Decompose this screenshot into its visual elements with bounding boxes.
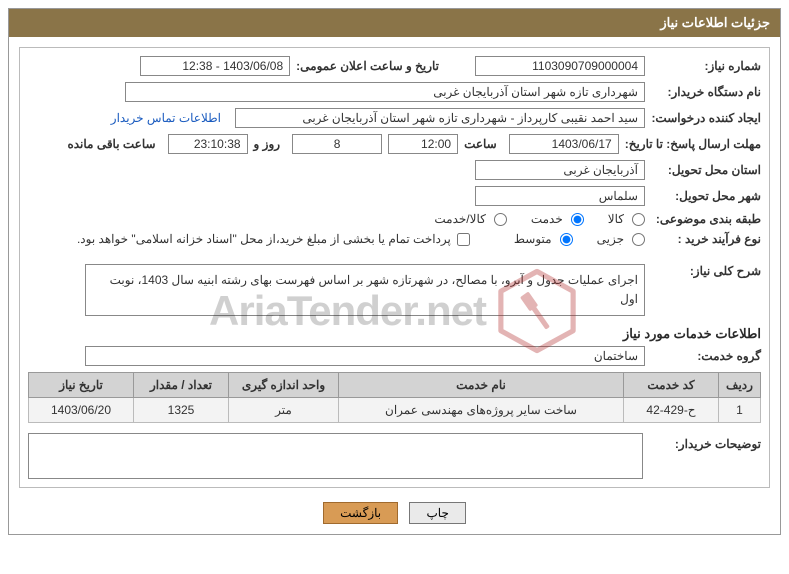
announce-value: 1403/06/08 - 12:38	[140, 56, 290, 76]
th-code: کد خدمت	[624, 373, 719, 398]
row-buyer-notes: توضیحات خریدار:	[28, 433, 761, 479]
th-name: نام خدمت	[339, 373, 624, 398]
need-no-value: 1103090709000004	[475, 56, 645, 76]
td-name: ساخت سایر پروژه‌های مهندسی عمران	[339, 398, 624, 423]
desc-value: اجرای عملیات جدول و آبرو، با مصالح، در ش…	[85, 264, 645, 316]
cat-goods-radio[interactable]	[632, 213, 645, 226]
pt-medium-option[interactable]: متوسط	[514, 232, 573, 246]
service-group-value: ساختمان	[85, 346, 645, 366]
row-deadline: مهلت ارسال پاسخ: تا تاریخ: 1403/06/17 سا…	[28, 134, 761, 154]
time-label: ساعت	[464, 137, 497, 151]
city-value: سلماس	[475, 186, 645, 206]
th-date: تاریخ نیاز	[29, 373, 134, 398]
details-panel: جزئیات اطلاعات نیاز شماره نیاز: 11030907…	[8, 8, 781, 535]
th-unit: واحد اندازه گیری	[229, 373, 339, 398]
cat-service-label: خدمت	[531, 212, 563, 226]
row-purchase-type: نوع فرآیند خرید : جزیی متوسط پرداخت تمام…	[28, 232, 761, 246]
row-buyer-org: نام دستگاه خریدار: شهرداری تازه شهر استا…	[28, 82, 761, 102]
days-word: روز و	[254, 137, 281, 151]
row-category: طبقه بندی موضوعی: کالا خدمت کالا/خدمت	[28, 212, 761, 226]
back-button[interactable]: بازگشت	[323, 502, 398, 524]
td-date: 1403/06/20	[29, 398, 134, 423]
need-no-label: شماره نیاز:	[651, 59, 761, 73]
panel-title: جزئیات اطلاعات نیاز	[9, 9, 780, 37]
payment-note-option[interactable]: پرداخت تمام یا بخشی از مبلغ خرید،از محل …	[77, 232, 470, 246]
pt-partial-option[interactable]: جزیی	[597, 232, 645, 246]
row-city: شهر محل تحویل: سلماس	[28, 186, 761, 206]
deadline-time: 12:00	[388, 134, 458, 154]
buyer-contact-link[interactable]: اطلاعات تماس خریدار	[111, 111, 221, 125]
category-label: طبقه بندی موضوعی:	[651, 212, 761, 226]
table-row: 1 ح-429-42 ساخت سایر پروژه‌های مهندسی عم…	[29, 398, 761, 423]
service-group-label: گروه خدمت:	[651, 349, 761, 363]
purchase-type-label: نوع فرآیند خرید :	[651, 232, 761, 246]
pt-partial-label: جزیی	[597, 232, 624, 246]
payment-checkbox[interactable]	[457, 233, 470, 246]
pt-medium-label: متوسط	[514, 232, 552, 246]
th-qty: تعداد / مقدار	[134, 373, 229, 398]
buyer-notes-box	[28, 433, 643, 479]
payment-note-text: پرداخت تمام یا بخشی از مبلغ خرید،از محل …	[77, 232, 451, 246]
row-province: استان محل تحویل: آذربایجان غربی	[28, 160, 761, 180]
panel-body: شماره نیاز: 1103090709000004 تاریخ و ساع…	[9, 37, 780, 534]
announce-label: تاریخ و ساعت اعلان عمومی:	[296, 59, 439, 73]
cat-goods-service-label: کالا/خدمت	[434, 212, 485, 226]
province-value: آذربایجان غربی	[475, 160, 645, 180]
th-row: ردیف	[719, 373, 761, 398]
pt-medium-radio[interactable]	[560, 233, 573, 246]
remaining-suffix: ساعت باقی مانده	[67, 137, 155, 151]
buyer-org-label: نام دستگاه خریدار:	[651, 85, 761, 99]
deadline-date: 1403/06/17	[509, 134, 619, 154]
cat-goods-service-radio[interactable]	[494, 213, 507, 226]
requester-label: ایجاد کننده درخواست:	[651, 111, 761, 125]
province-label: استان محل تحویل:	[651, 163, 761, 177]
pt-partial-radio[interactable]	[632, 233, 645, 246]
table-header-row: ردیف کد خدمت نام خدمت واحد اندازه گیری ت…	[29, 373, 761, 398]
row-description: شرح کلی نیاز: اجرای عملیات جدول و آبرو، …	[28, 264, 761, 316]
cat-goods-service-option[interactable]: کالا/خدمت	[434, 212, 506, 226]
buyer-org-value: شهرداری تازه شهر استان آذربایجان غربی	[125, 82, 645, 102]
services-info-title: اطلاعات خدمات مورد نیاز	[28, 326, 761, 342]
buyer-notes-label: توضیحات خریدار:	[651, 433, 761, 479]
days-remaining: 8	[292, 134, 382, 154]
remaining-time: 23:10:38	[168, 134, 248, 154]
td-code: ح-429-42	[624, 398, 719, 423]
button-bar: چاپ بازگشت	[19, 502, 770, 524]
row-requester: ایجاد کننده درخواست: سید احمد نقیبی کارپ…	[28, 108, 761, 128]
requester-value: سید احمد نقیبی کارپرداز - شهرداری تازه ش…	[235, 108, 645, 128]
row-need-no: شماره نیاز: 1103090709000004 تاریخ و ساع…	[28, 56, 761, 76]
cat-goods-option[interactable]: کالا	[608, 212, 645, 226]
city-label: شهر محل تحویل:	[651, 189, 761, 203]
td-unit: متر	[229, 398, 339, 423]
deadline-label: مهلت ارسال پاسخ: تا تاریخ:	[625, 137, 761, 151]
services-table: ردیف کد خدمت نام خدمت واحد اندازه گیری ت…	[28, 372, 761, 423]
td-qty: 1325	[134, 398, 229, 423]
print-button[interactable]: چاپ	[409, 502, 465, 524]
row-service-group: گروه خدمت: ساختمان	[28, 346, 761, 366]
cat-service-radio[interactable]	[571, 213, 584, 226]
cat-goods-label: کالا	[608, 212, 624, 226]
cat-service-option[interactable]: خدمت	[531, 212, 584, 226]
td-row: 1	[719, 398, 761, 423]
desc-label: شرح کلی نیاز:	[651, 264, 761, 278]
inner-container: شماره نیاز: 1103090709000004 تاریخ و ساع…	[19, 47, 770, 488]
